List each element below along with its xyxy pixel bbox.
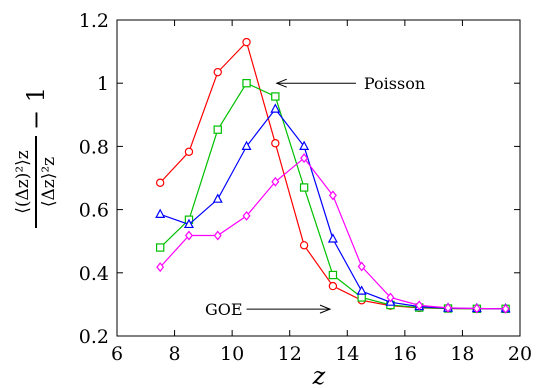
series-layer (155, 37, 511, 314)
data-point-diamond (386, 292, 395, 303)
data-point-diamond (156, 262, 165, 273)
annotation-poisson: Poisson (275, 74, 425, 93)
data-point-triangle (299, 140, 310, 150)
data-point-circle (213, 67, 222, 77)
data-point-square (155, 243, 165, 252)
x-tick-label: 6 (111, 343, 123, 365)
x-tick-label: 16 (393, 343, 417, 365)
plot-frame (116, 19, 521, 337)
data-point-diamond (501, 303, 510, 314)
data-point-square (213, 125, 222, 134)
data-point-circle (184, 147, 194, 156)
annotation-goe: GOE (205, 300, 332, 319)
data-point-circle (299, 241, 309, 250)
data-point-circle (242, 37, 251, 47)
data-point-diamond (444, 302, 453, 313)
y-tick-label: 1 (97, 73, 109, 95)
data-point-diamond (242, 210, 251, 221)
data-point-square (271, 92, 280, 101)
data-point-triangle (327, 233, 338, 243)
y-axis-label: ⟨(Δz)²⟩z ⟨Δz⟩²z − 1 (13, 87, 59, 228)
data-point-diamond (357, 261, 366, 272)
ticks-layer: 6 8 10 12 14 16 18 20 0.2 0.4 0.6 0.8 1 1.2 (79, 10, 532, 365)
y-axis-label-denominator: ⟨Δz⟩²z (39, 157, 59, 207)
x-tick-label: 14 (335, 343, 359, 365)
data-point-square (299, 183, 309, 192)
data-point-square (328, 270, 338, 280)
data-point-circle (328, 281, 338, 291)
x-tick-label: 18 (450, 343, 474, 365)
data-point-diamond (415, 300, 424, 311)
series-line (159, 40, 506, 310)
data-point-triangle (183, 218, 194, 229)
annotation-label: Poisson (364, 74, 425, 93)
data-point-square (242, 78, 251, 88)
y-tick-label: 0.6 (79, 200, 109, 222)
data-point-triangle (155, 208, 166, 218)
x-tick-label: 12 (278, 343, 302, 365)
y-axis-label-numerator: ⟨(Δz)²⟩z (13, 150, 33, 214)
data-point-diamond (213, 230, 222, 241)
annotation-layer: Poisson GOE (205, 74, 425, 319)
series-triangle (155, 103, 511, 313)
x-axis-label: z (312, 362, 326, 388)
annotation-arrow-head (319, 304, 332, 314)
data-point-triangle (356, 285, 367, 295)
data-point-diamond (328, 190, 337, 201)
series-diamond (156, 153, 510, 314)
data-point-diamond (472, 303, 481, 314)
y-tick-label: 0.8 (79, 136, 109, 158)
data-point-triangle (241, 140, 252, 150)
data-point-diamond (271, 176, 280, 187)
y-tick-label: 1.2 (79, 10, 109, 32)
annotation-arrow-head (275, 78, 287, 88)
data-point-square (357, 293, 366, 302)
data-point-circle (271, 139, 280, 148)
data-point-diamond (184, 230, 193, 241)
x-tick-label: 8 (169, 343, 181, 365)
annotation-label: GOE (205, 300, 243, 319)
x-tick-label: 10 (220, 343, 244, 365)
data-point-circle (155, 178, 165, 187)
y-axis-label-suffix: − 1 (22, 87, 50, 130)
y-tick-label: 0.2 (79, 326, 109, 348)
y-tick-label: 0.4 (79, 263, 109, 285)
data-point-triangle (212, 193, 223, 203)
data-point-diamond (300, 153, 309, 164)
x-tick-label: 20 (508, 343, 532, 365)
data-point-triangle (270, 103, 281, 113)
